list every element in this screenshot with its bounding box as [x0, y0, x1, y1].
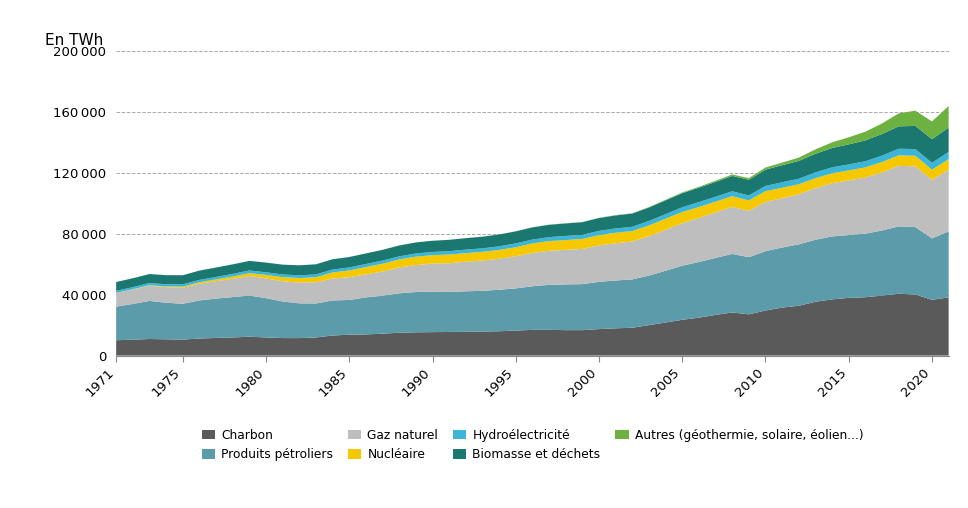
- Legend: Charbon, Produits pétroliers, Gaz naturel, Nucléaire, Hydroélectricité, Biomasse: Charbon, Produits pétroliers, Gaz nature…: [201, 429, 863, 461]
- Text: En TWh: En TWh: [45, 33, 104, 48]
